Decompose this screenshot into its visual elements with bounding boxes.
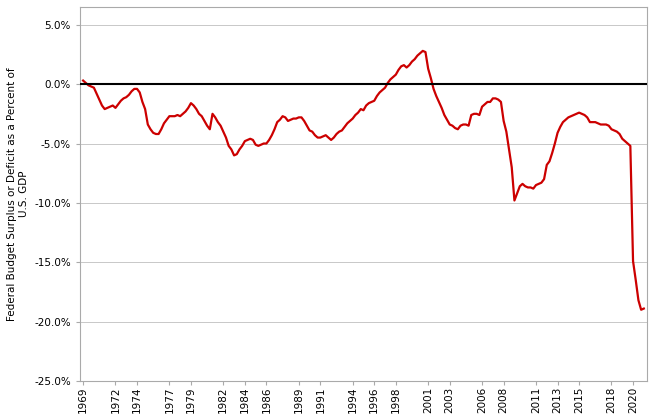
Y-axis label: Federal Budget Surplus or Deficit as a Percent of
U.S. GDP: Federal Budget Surplus or Deficit as a P… bbox=[7, 67, 29, 321]
